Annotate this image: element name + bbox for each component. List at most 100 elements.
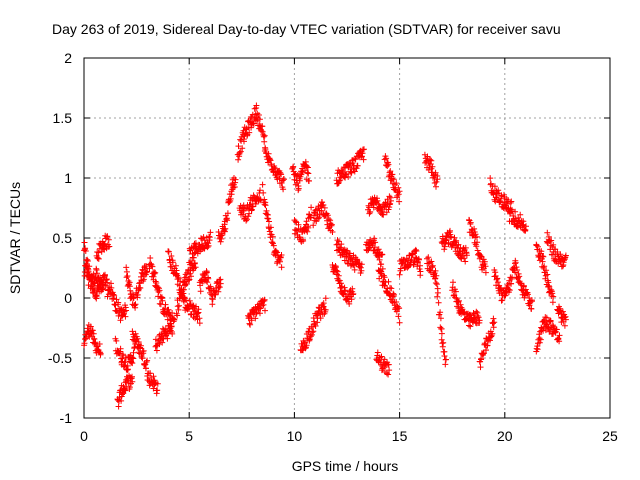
data-point-marker xyxy=(149,263,156,270)
data-point-marker xyxy=(150,373,157,380)
data-point-marker xyxy=(186,276,193,283)
data-point-marker xyxy=(259,181,266,188)
data-point-marker xyxy=(435,299,442,306)
data-point-marker xyxy=(341,284,348,291)
data-point-marker xyxy=(508,198,515,205)
data-point-marker xyxy=(533,242,540,249)
data-point-marker xyxy=(159,339,166,346)
data-point-marker xyxy=(82,262,89,269)
data-point-marker xyxy=(491,319,498,326)
data-point-marker xyxy=(366,245,372,252)
data-point-marker xyxy=(179,293,186,300)
data-point-marker xyxy=(117,345,124,352)
data-point-marker xyxy=(520,282,527,289)
data-point-marker xyxy=(417,262,423,269)
data-point-marker xyxy=(351,266,358,273)
data-point-marker xyxy=(96,341,103,347)
data-point-marker xyxy=(553,326,560,333)
data-point-marker xyxy=(314,215,321,222)
data-point-marker xyxy=(169,259,176,266)
data-point-marker xyxy=(547,318,554,325)
data-point-marker xyxy=(306,178,312,184)
data-point-marker xyxy=(260,189,267,196)
data-point-marker xyxy=(246,129,253,136)
data-point-marker xyxy=(476,317,483,324)
data-point-marker xyxy=(207,229,214,236)
data-point-marker xyxy=(143,263,150,270)
data-point-marker xyxy=(549,299,556,306)
data-point-marker xyxy=(218,235,225,242)
data-point-marker xyxy=(466,322,472,329)
data-point-marker xyxy=(517,211,524,218)
data-point-marker xyxy=(393,180,400,187)
y-axis-label: SDTVAR / TECUs xyxy=(7,182,23,294)
data-point-marker xyxy=(104,279,111,286)
data-point-marker xyxy=(534,346,541,353)
x-tick-label: 10 xyxy=(287,428,303,444)
grid-lines xyxy=(84,58,610,418)
data-point-marker xyxy=(396,271,403,278)
data-point-marker xyxy=(346,300,353,307)
data-point-marker xyxy=(191,260,198,266)
data-point-marker xyxy=(432,169,439,176)
data-point-marker xyxy=(261,138,268,145)
data-point-marker xyxy=(127,287,134,294)
data-point-marker xyxy=(548,286,555,293)
data-point-marker xyxy=(543,314,550,321)
data-point-marker xyxy=(441,243,448,250)
data-point-marker xyxy=(239,145,246,152)
data-point-marker xyxy=(175,306,182,313)
data-point-marker xyxy=(174,303,181,310)
data-point-marker xyxy=(246,210,253,217)
data-point-marker xyxy=(183,280,190,287)
data-point-marker xyxy=(269,233,276,240)
data-point-marker xyxy=(437,324,444,331)
data-point-marker xyxy=(190,254,197,261)
data-point-marker xyxy=(478,355,485,362)
data-point-marker xyxy=(266,218,272,225)
data-point-marker xyxy=(144,268,151,275)
data-point-marker xyxy=(429,163,436,170)
data-point-marker xyxy=(262,307,268,314)
data-point-marker xyxy=(306,336,313,343)
data-point-marker xyxy=(105,236,112,243)
data-point-marker xyxy=(387,200,394,207)
data-point-marker xyxy=(99,286,106,293)
data-point-marker xyxy=(528,298,535,305)
data-point-marker xyxy=(413,248,420,254)
data-point-marker xyxy=(443,356,449,363)
data-point-marker xyxy=(432,280,439,286)
data-point-marker xyxy=(186,297,193,304)
y-tick-label: -0.5 xyxy=(48,350,72,366)
data-point-marker xyxy=(281,176,287,183)
data-point-marker xyxy=(556,338,563,345)
data-point-marker xyxy=(187,247,194,254)
data-point-marker xyxy=(318,207,325,214)
data-point-marker xyxy=(452,288,459,295)
data-point-marker xyxy=(540,327,547,334)
data-point-marker xyxy=(491,183,498,190)
data-point-marker xyxy=(143,269,150,276)
data-point-marker xyxy=(467,311,473,318)
plot-frame xyxy=(83,57,611,419)
data-point-marker xyxy=(562,252,569,259)
data-point-marker xyxy=(216,284,223,291)
data-point-marker xyxy=(471,225,478,232)
data-point-marker xyxy=(381,274,388,281)
data-point-marker xyxy=(171,316,178,323)
data-point-marker xyxy=(448,234,455,240)
data-point-marker xyxy=(467,219,474,226)
data-point-marker xyxy=(507,199,514,206)
data-point-marker xyxy=(335,272,342,279)
data-point-marker xyxy=(494,279,501,286)
data-point-marker xyxy=(487,175,494,182)
data-point-marker xyxy=(524,291,531,298)
data-point-marker xyxy=(154,380,161,387)
data-point-marker xyxy=(82,245,89,252)
data-point-marker xyxy=(412,246,419,253)
data-point-marker xyxy=(543,267,550,274)
data-point-marker xyxy=(123,274,130,281)
data-point-marker xyxy=(140,347,147,354)
data-point-marker xyxy=(247,321,254,328)
data-point-marker xyxy=(101,272,108,279)
